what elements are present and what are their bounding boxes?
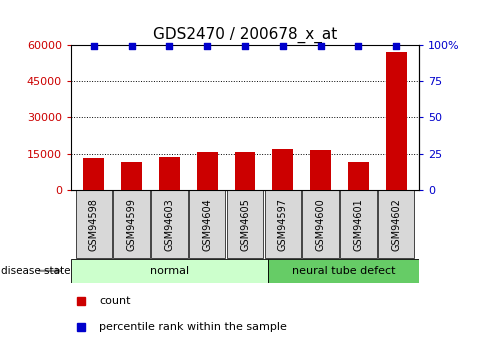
Bar — [235, 151, 255, 190]
Text: GSM94605: GSM94605 — [240, 198, 250, 251]
FancyBboxPatch shape — [75, 190, 112, 258]
Point — [127, 43, 135, 49]
FancyBboxPatch shape — [268, 259, 419, 283]
Point — [203, 43, 211, 49]
Text: GSM94601: GSM94601 — [353, 198, 364, 250]
FancyBboxPatch shape — [227, 190, 263, 258]
Text: GSM94598: GSM94598 — [89, 198, 99, 251]
Title: GDS2470 / 200678_x_at: GDS2470 / 200678_x_at — [153, 27, 337, 43]
FancyBboxPatch shape — [302, 190, 339, 258]
Bar — [159, 157, 180, 190]
FancyBboxPatch shape — [113, 190, 150, 258]
Text: GSM94597: GSM94597 — [278, 198, 288, 251]
Point — [317, 43, 324, 49]
Text: normal: normal — [150, 266, 189, 276]
Text: neural tube defect: neural tube defect — [292, 266, 395, 276]
FancyBboxPatch shape — [378, 190, 415, 258]
Text: GSM94604: GSM94604 — [202, 198, 212, 250]
Point — [279, 43, 287, 49]
Point — [166, 43, 173, 49]
FancyBboxPatch shape — [151, 190, 188, 258]
Text: disease state: disease state — [1, 266, 71, 276]
Bar — [386, 52, 407, 190]
Point — [241, 43, 249, 49]
Text: GSM94599: GSM94599 — [126, 198, 137, 251]
Bar — [121, 162, 142, 190]
Bar — [272, 149, 293, 190]
Text: count: count — [99, 296, 130, 306]
FancyBboxPatch shape — [71, 259, 268, 283]
Text: GSM94603: GSM94603 — [164, 198, 174, 250]
Bar — [197, 152, 218, 190]
Text: GSM94602: GSM94602 — [391, 198, 401, 251]
FancyBboxPatch shape — [189, 190, 225, 258]
FancyBboxPatch shape — [265, 190, 301, 258]
Bar — [348, 162, 369, 190]
Bar — [83, 158, 104, 190]
Point — [355, 43, 363, 49]
FancyBboxPatch shape — [340, 190, 377, 258]
Text: percentile rank within the sample: percentile rank within the sample — [99, 322, 287, 332]
Bar — [310, 150, 331, 190]
Text: GSM94600: GSM94600 — [316, 198, 326, 250]
Point — [392, 43, 400, 49]
Point — [90, 43, 98, 49]
